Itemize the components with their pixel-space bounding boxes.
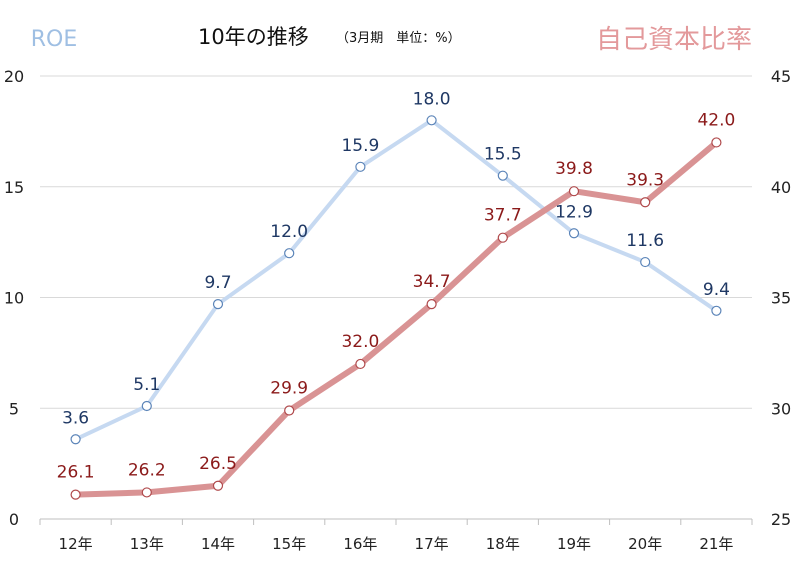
data-label-roe: 15.5 <box>484 145 522 165</box>
data-point-equity-ratio <box>568 186 580 197</box>
y-left-tick-label: 10 <box>4 289 24 308</box>
series-lines <box>70 115 722 500</box>
data-point-equity-ratio <box>711 137 722 148</box>
data-label-equity-ratio: 26.5 <box>199 454 237 474</box>
data-label-roe: 12.9 <box>555 202 593 222</box>
data-label-roe: 11.6 <box>626 231 664 251</box>
data-label-equity-ratio: 39.3 <box>626 170 664 190</box>
legend-roe: ROE <box>31 27 78 52</box>
data-point-roe <box>568 228 580 239</box>
data-label-equity-ratio: 32.0 <box>341 332 379 352</box>
data-point-equity-ratio <box>640 197 651 208</box>
data-label-equity-ratio: 29.9 <box>270 378 308 398</box>
legend-equity-ratio: 自己資本比率 <box>596 25 752 55</box>
chart-note: （3月期 単位：%） <box>336 30 461 46</box>
y-left-tick-label: 0 <box>9 510 19 529</box>
data-label-roe: 3.6 <box>62 408 89 428</box>
y-right-tick-label: 40 <box>771 178 791 197</box>
y-left-tick-label: 15 <box>4 178 24 197</box>
data-label-equity-ratio: 26.2 <box>128 460 166 480</box>
data-point-equity-ratio <box>497 232 508 243</box>
data-label-roe: 18.0 <box>413 89 451 109</box>
x-tick-label: 17年 <box>415 535 449 553</box>
series-line-roe <box>73 118 719 442</box>
y-right-tick-label: 35 <box>771 289 791 308</box>
data-point-equity-ratio <box>284 405 295 416</box>
chart-title: 10年の推移 <box>198 25 309 49</box>
data-point-equity-ratio <box>212 480 224 491</box>
x-tick-label: 13年 <box>130 535 164 553</box>
data-label-equity-ratio: 34.7 <box>413 272 451 292</box>
x-tick-label: 19年 <box>557 535 591 553</box>
data-point-roe <box>284 248 295 259</box>
axes: 0 25 5 30 10 35 15 40 20 45 12年 13年 14年 15年 16年 17年 18年 1… <box>4 67 791 553</box>
data-point-equity-ratio <box>70 489 81 500</box>
data-labels: 3.6 5.1 9.7 12.0 15.9 18.0 15.5 12.9 11.6 9.4 26.1… <box>57 89 736 482</box>
x-tick-label: 21年 <box>699 535 733 553</box>
data-point-roe <box>497 170 508 181</box>
data-point-roe <box>426 115 437 126</box>
data-label-roe: 5.1 <box>133 375 160 395</box>
data-label-roe: 12.0 <box>270 222 308 242</box>
series-line-equity-ratio <box>72 139 720 498</box>
gridlines <box>40 75 752 409</box>
data-label-roe: 15.9 <box>341 136 379 156</box>
data-label-equity-ratio: 42.0 <box>697 110 735 130</box>
data-label-roe: 9.7 <box>204 273 231 293</box>
data-point-roe <box>141 400 152 412</box>
y-right-tick-label: 25 <box>771 510 791 529</box>
data-point-roe <box>212 299 224 310</box>
x-tick-label: 15年 <box>272 535 306 553</box>
data-point-roe <box>640 256 651 268</box>
x-tick-label: 14年 <box>201 535 235 553</box>
y-right-tick-label: 45 <box>771 67 791 86</box>
data-point-roe <box>355 161 366 172</box>
x-tick-label: 18年 <box>486 535 520 553</box>
y-left-tick-label: 20 <box>4 67 24 86</box>
data-label-equity-ratio: 37.7 <box>484 206 522 226</box>
data-point-equity-ratio <box>426 299 437 310</box>
x-tick-label: 12年 <box>59 535 93 553</box>
x-tick-label: 16年 <box>343 535 377 553</box>
data-label-equity-ratio: 39.8 <box>555 159 593 179</box>
data-point-equity-ratio <box>355 358 366 370</box>
data-label-roe: 9.4 <box>703 280 730 300</box>
data-label-equity-ratio: 26.1 <box>57 463 95 483</box>
data-point-equity-ratio <box>141 487 152 498</box>
data-point-roe <box>70 434 81 445</box>
y-right-tick-label: 30 <box>771 399 791 418</box>
y-left-tick-label: 5 <box>9 399 19 418</box>
data-point-roe <box>711 305 722 316</box>
x-tick-label: 20年 <box>628 535 662 553</box>
